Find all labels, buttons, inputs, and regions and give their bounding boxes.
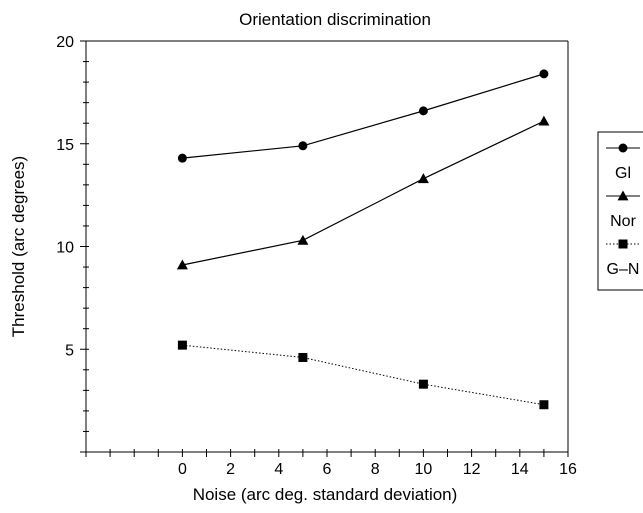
y-axis-label: Threshold (arc degrees) — [9, 156, 28, 337]
x-axis-label: Noise (arc deg. standard deviation) — [193, 485, 458, 504]
legend-label: G–N — [607, 261, 640, 278]
data-point — [538, 115, 550, 126]
data-point — [418, 106, 428, 116]
series-line — [182, 73, 545, 159]
y-tick-label: 15 — [56, 137, 74, 154]
series-line — [182, 344, 544, 406]
legend-marker — [617, 190, 629, 201]
y-tick-label: 10 — [56, 240, 74, 257]
data-point — [176, 259, 188, 270]
data-point — [539, 400, 549, 410]
series-layer — [176, 69, 550, 410]
legend-box — [597, 131, 643, 291]
data-point — [177, 153, 187, 163]
x-tick-label: 12 — [463, 461, 481, 478]
series-3 — [177, 340, 549, 410]
plot-frame — [85, 40, 569, 453]
legend-label: Nor — [610, 213, 636, 230]
x-tick-label: 0 — [178, 461, 187, 478]
legend-item: Nor — [606, 190, 640, 230]
x-tick-label: 10 — [415, 461, 433, 478]
y-tick-label: 20 — [56, 34, 74, 51]
x-tick-label: 2 — [226, 461, 235, 478]
x-tick-label: 8 — [371, 461, 380, 478]
data-point — [539, 69, 549, 79]
y-tick-label: 5 — [65, 342, 74, 359]
axis-ticks: 0 2 4 6 8 10 12 14 16 5 10 15 20 — [56, 34, 577, 478]
legend: Gl Nor G–N — [597, 131, 643, 291]
data-point — [177, 340, 187, 350]
series-line — [182, 120, 545, 266]
x-tick-label: 16 — [559, 461, 577, 478]
data-point — [418, 379, 428, 389]
series-1 — [177, 69, 549, 163]
data-point — [297, 234, 309, 245]
series-2 — [176, 115, 550, 270]
chart-title: Orientation discrimination — [239, 10, 431, 29]
x-tick-label: 6 — [323, 461, 332, 478]
legend-label: Gl — [615, 165, 631, 182]
data-point — [417, 173, 429, 184]
data-point — [298, 141, 308, 151]
legend-marker — [618, 143, 628, 153]
legend-item: Gl — [606, 143, 640, 182]
legend-marker — [618, 239, 628, 249]
legend-item: G–N — [606, 239, 640, 278]
x-tick-label: 14 — [511, 461, 529, 478]
x-tick-label: 4 — [274, 461, 283, 478]
data-point — [298, 352, 308, 362]
